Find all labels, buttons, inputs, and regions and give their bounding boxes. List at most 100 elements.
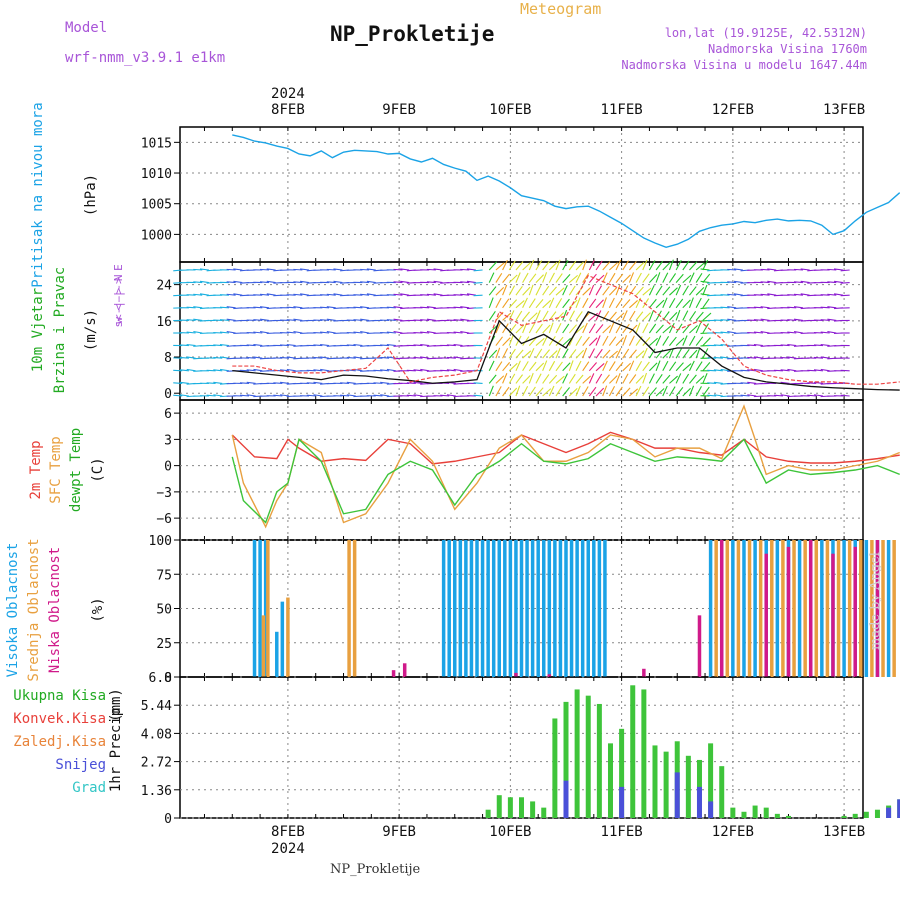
temp-axis-label: 2m Temp [28, 440, 44, 499]
wind-arrow [767, 268, 777, 271]
wind-arrow [413, 356, 423, 359]
y-tick-label: 1.36 [141, 784, 172, 799]
wind-arrow [793, 268, 803, 271]
wind-arrow [713, 356, 723, 359]
bar-cloud-0 [586, 540, 590, 677]
wind-arrow [260, 318, 270, 321]
wind-arrow [682, 285, 689, 296]
wind-arrow [568, 310, 575, 321]
bar-precipitation-0 [485, 809, 491, 818]
wind-arrow [219, 368, 230, 372]
series-line-wind-1 [232, 274, 900, 385]
wind-arrow [588, 323, 596, 334]
wind-arrow [293, 281, 303, 284]
wind-arrow [747, 394, 757, 397]
wind-arrow [360, 306, 370, 309]
wind-arrow [622, 373, 629, 384]
wind-arrow [615, 259, 622, 271]
bar-cloud-0 [603, 540, 607, 677]
wind-arrow [273, 394, 283, 397]
wind-arrow [555, 361, 563, 372]
wind-arrow [675, 386, 684, 397]
wind-arrow [528, 372, 534, 384]
wind-arrow [226, 318, 236, 321]
meteogram-label: Meteogram [520, 0, 602, 18]
wind-arrow [695, 375, 705, 384]
wind-arrow [780, 344, 790, 347]
bar-precipitation-0 [563, 701, 569, 818]
wind-arrow [575, 261, 584, 271]
wind-direction-legend-sn: s<-|-> N [112, 275, 125, 328]
wind-arrow [695, 336, 704, 346]
wind-arrow [588, 348, 596, 359]
wind-arrow [502, 284, 508, 296]
wind-arrow [260, 331, 270, 334]
bar-cloud-0 [731, 540, 735, 677]
wind-arrow [702, 323, 709, 334]
wind-arrow [515, 261, 524, 271]
x-tick-label-top: 11FEB [601, 102, 643, 118]
wind-arrow [615, 312, 625, 321]
wind-arrow [813, 356, 824, 359]
wind-arrow [582, 386, 589, 397]
wind-arrow [373, 382, 383, 384]
wind-arrow [393, 331, 403, 334]
wind-arrow [689, 261, 698, 271]
wind-arrow [522, 350, 532, 359]
wind-arrow [453, 343, 463, 347]
wind-arrow [213, 394, 223, 397]
bar-cloud-1 [261, 615, 266, 677]
wind-arrow [720, 368, 730, 372]
wind-arrow [555, 312, 565, 321]
bar-cloud-0 [503, 540, 507, 677]
wind-arrow [602, 324, 611, 334]
wind-arrow [508, 348, 516, 359]
wind-arrow [226, 268, 236, 271]
wind-arrow [820, 319, 830, 321]
wind-arrow [629, 388, 639, 397]
bar-cloud-0 [252, 540, 257, 677]
wind-arrow [413, 344, 423, 347]
wind-arrow [682, 348, 690, 359]
wind-arrow [353, 356, 363, 359]
wind-arrow [466, 293, 476, 296]
wind-arrow [186, 356, 196, 359]
wind-arrow [787, 331, 797, 334]
wind-arrow [286, 319, 296, 321]
wind-arrow [753, 331, 763, 334]
wind-arrow [555, 273, 563, 283]
wind-arrow [460, 268, 470, 271]
wind-arrow [535, 285, 542, 296]
bar-cloud-1 [758, 540, 763, 677]
wind-arrow [495, 386, 502, 397]
wind-arrow [648, 323, 657, 334]
wind-arrow [253, 331, 263, 334]
bar-cloud-1 [836, 540, 841, 677]
wind-arrow [629, 300, 638, 309]
wind-arrow [473, 382, 483, 384]
wind-arrow [279, 344, 290, 347]
y-tick-label: 100 [149, 534, 172, 549]
wind-arrow [386, 331, 396, 334]
wind-arrow [548, 286, 557, 296]
bar-precipitation-0 [541, 807, 547, 818]
wind-arrow [320, 306, 330, 309]
wind-arrow [508, 274, 518, 283]
wind-arrow [608, 386, 616, 397]
precip-legend-item: Grad [72, 780, 106, 796]
wind-arrow [642, 323, 649, 334]
wind-arrow [346, 344, 356, 347]
wind-arrow [515, 324, 525, 334]
wind-arrow [720, 331, 730, 334]
wind-arrow [588, 259, 595, 271]
wind-arrow [820, 356, 830, 359]
bar-precipitation-1 [897, 799, 900, 818]
wind-arrow [239, 382, 250, 384]
wind-arrow [522, 361, 529, 372]
y-tick-label: 0 [164, 387, 172, 402]
panel-frame [179, 399, 864, 541]
y-tick-label: 5.44 [141, 699, 172, 714]
wind-arrow [820, 306, 830, 309]
wind-arrow [773, 394, 783, 397]
wind-arrow [535, 373, 542, 384]
